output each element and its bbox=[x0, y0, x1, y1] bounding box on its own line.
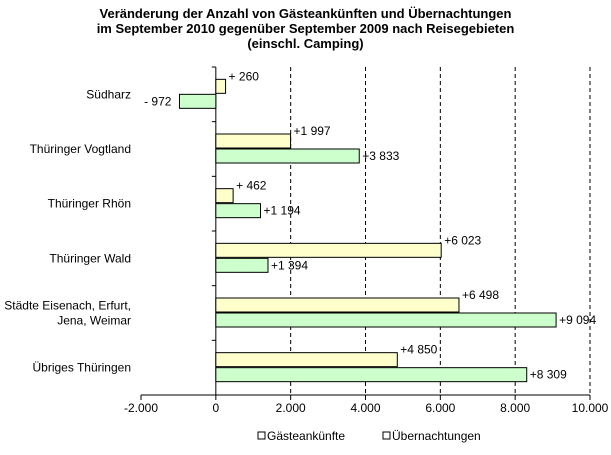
x-tick-label: 10.000 bbox=[572, 401, 609, 415]
data-label: + 260 bbox=[229, 69, 260, 83]
x-tick-label: 0 bbox=[212, 401, 219, 415]
bar-gaesteankuenfte bbox=[215, 188, 234, 204]
data-label: +4 850 bbox=[400, 343, 437, 357]
x-tick-label: -2.000 bbox=[124, 401, 158, 415]
category-label: Übriges Thüringen bbox=[32, 361, 131, 375]
data-label: +8 309 bbox=[530, 368, 567, 382]
x-tick-label: 2.000 bbox=[276, 401, 306, 415]
category-label: Thüringer Wald bbox=[49, 251, 131, 265]
data-label: +1 194 bbox=[264, 204, 301, 218]
x-tick-label: 6.000 bbox=[425, 401, 455, 415]
data-label: +6 023 bbox=[444, 233, 481, 247]
bar-gaesteankuenfte bbox=[215, 133, 292, 149]
title-line: im September 2010 gegenüber September 20… bbox=[96, 21, 515, 36]
x-tick-label: 4.000 bbox=[350, 401, 380, 415]
category-label: Städte Eisenach, Erfurt, bbox=[4, 299, 131, 313]
bar-uebernachtungen bbox=[215, 367, 528, 383]
chart-title: Veränderung der Anzahl von Gästeankünfte… bbox=[0, 6, 611, 51]
bar-gaesteankuenfte bbox=[215, 352, 398, 368]
data-label: +1 997 bbox=[294, 124, 331, 138]
title-line: (einschl. Camping) bbox=[247, 36, 364, 51]
data-label: - 972 bbox=[144, 94, 172, 108]
data-label: +3 833 bbox=[362, 149, 399, 163]
data-label: + 462 bbox=[236, 179, 267, 193]
bar-gaesteankuenfte bbox=[215, 78, 227, 94]
title-line: Veränderung der Anzahl von Gästeankünfte… bbox=[99, 6, 512, 21]
legend-label: Übernachtungen bbox=[392, 429, 481, 443]
bar-gaesteankuenfte bbox=[215, 297, 460, 313]
bar-uebernachtungen bbox=[215, 257, 269, 273]
bar-uebernachtungen bbox=[215, 312, 557, 328]
category-label: Thüringer Rhön bbox=[48, 197, 131, 211]
x-tick-label: 8.000 bbox=[500, 401, 530, 415]
bar-uebernachtungen bbox=[215, 203, 262, 219]
legend-swatch bbox=[382, 431, 391, 440]
bar-uebernachtungen bbox=[178, 93, 217, 109]
data-label: +1 394 bbox=[271, 258, 308, 272]
legend-label: Gästeankünfte bbox=[267, 429, 345, 443]
bar-uebernachtungen bbox=[215, 148, 360, 164]
data-label: +6 498 bbox=[462, 288, 499, 302]
bar-gaesteankuenfte bbox=[215, 242, 442, 258]
legend-swatch bbox=[257, 431, 266, 440]
category-label: Thüringer Vogtland bbox=[30, 142, 131, 156]
category-label: Jena, Weimar bbox=[57, 314, 131, 328]
data-label: +9 094 bbox=[559, 313, 596, 327]
category-label: Südharz bbox=[86, 87, 131, 101]
